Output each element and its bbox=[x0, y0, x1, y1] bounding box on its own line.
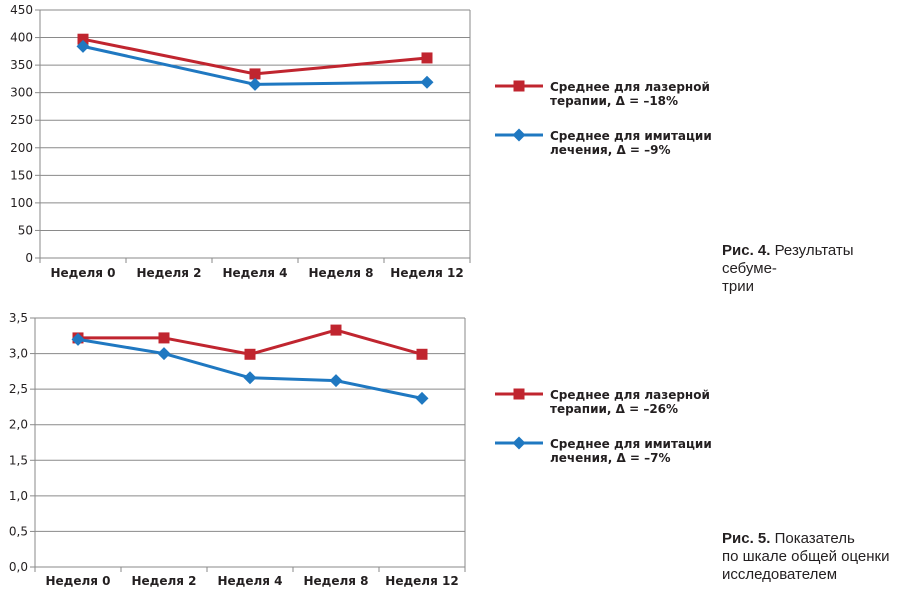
legend-label-line: лечения, Δ = –9% bbox=[550, 143, 671, 157]
data-point bbox=[330, 324, 342, 336]
legend-item-laser-2: Среднее для лазерной терапии, Δ = –26% bbox=[550, 388, 710, 416]
x-tick-label: Неделя 4 bbox=[217, 574, 282, 588]
y-tick-label: 0 bbox=[25, 251, 33, 265]
figure-caption-4: Рис. 4. Результаты себуме- трии bbox=[722, 242, 910, 296]
caption-text: исследователем bbox=[722, 566, 838, 583]
data-point bbox=[416, 348, 428, 360]
y-tick-label: 200 bbox=[10, 141, 33, 155]
y-tick-label: 3,5 bbox=[9, 311, 28, 325]
y-tick-label: 400 bbox=[10, 31, 33, 45]
x-tick-label: Неделя 4 bbox=[222, 266, 287, 280]
legend-item-sham-2: Среднее для имитации лечения, Δ = –7% bbox=[550, 437, 712, 465]
legend-label-line: терапии, Δ = –26% bbox=[550, 402, 679, 416]
caption-label: Рис. 4. bbox=[722, 242, 771, 259]
data-point bbox=[71, 332, 85, 346]
legend-marker bbox=[512, 436, 526, 450]
caption-label: Рис. 5. bbox=[722, 530, 771, 547]
y-tick-label: 2,0 bbox=[9, 418, 28, 432]
caption-text: по шкале общей оценки bbox=[722, 548, 890, 565]
y-tick-label: 3,0 bbox=[9, 347, 28, 361]
data-point bbox=[421, 52, 433, 64]
data-point bbox=[158, 332, 170, 344]
data-point bbox=[243, 371, 257, 385]
legend-label-line: Среднее для имитации bbox=[550, 437, 712, 451]
caption-text: трии bbox=[722, 278, 754, 295]
legend-label-line: Среднее для лазерной bbox=[550, 388, 710, 402]
legend-label-line: терапии, Δ = –18% bbox=[550, 94, 679, 108]
data-point bbox=[420, 75, 434, 89]
x-tick-label: Неделя 12 bbox=[390, 266, 463, 280]
data-point bbox=[76, 39, 90, 53]
x-tick-label: Неделя 8 bbox=[308, 266, 373, 280]
legend-label-line: Среднее для имитации bbox=[550, 129, 712, 143]
legend-marker bbox=[513, 388, 525, 400]
y-tick-label: 0,0 bbox=[9, 560, 28, 574]
caption-text: Показатель bbox=[770, 530, 855, 547]
legend-marker bbox=[512, 128, 526, 142]
x-tick-label: Неделя 12 bbox=[385, 574, 458, 588]
y-tick-label: 1,0 bbox=[9, 489, 28, 503]
data-point bbox=[329, 374, 343, 388]
data-point bbox=[248, 77, 262, 91]
legend-label-line: лечения, Δ = –7% bbox=[550, 451, 671, 465]
y-tick-label: 150 bbox=[10, 168, 33, 182]
x-tick-label: Неделя 8 bbox=[303, 574, 368, 588]
x-tick-label: Неделя 2 bbox=[136, 266, 201, 280]
data-point bbox=[77, 33, 89, 45]
y-tick-label: 50 bbox=[18, 223, 33, 237]
x-tick-label: Неделя 2 bbox=[131, 574, 196, 588]
y-tick-label: 250 bbox=[10, 113, 33, 127]
x-tick-label: Неделя 0 bbox=[50, 266, 115, 280]
data-point bbox=[249, 68, 261, 80]
y-tick-label: 100 bbox=[10, 196, 33, 210]
y-tick-label: 2,5 bbox=[9, 382, 28, 396]
legend-item-laser-1: Среднее для лазерной терапии, Δ = –18% bbox=[550, 80, 710, 108]
figure-caption-5: Рис. 5. Показатель по шкале общей оценки… bbox=[722, 530, 890, 584]
legend-item-sham-1: Среднее для имитации лечения, Δ = –9% bbox=[550, 129, 712, 157]
y-tick-label: 0,5 bbox=[9, 524, 28, 538]
x-tick-label: Неделя 0 bbox=[45, 574, 110, 588]
legend-label-line: Среднее для лазерной bbox=[550, 80, 710, 94]
data-point bbox=[244, 348, 256, 360]
y-tick-label: 350 bbox=[10, 58, 33, 72]
caption-text: Результаты себуме- bbox=[722, 242, 854, 277]
y-tick-label: 1,5 bbox=[9, 453, 28, 467]
data-point bbox=[157, 347, 171, 361]
legend-marker bbox=[513, 80, 525, 92]
data-point bbox=[415, 391, 429, 405]
y-tick-label: 450 bbox=[10, 3, 33, 17]
y-tick-label: 300 bbox=[10, 86, 33, 100]
